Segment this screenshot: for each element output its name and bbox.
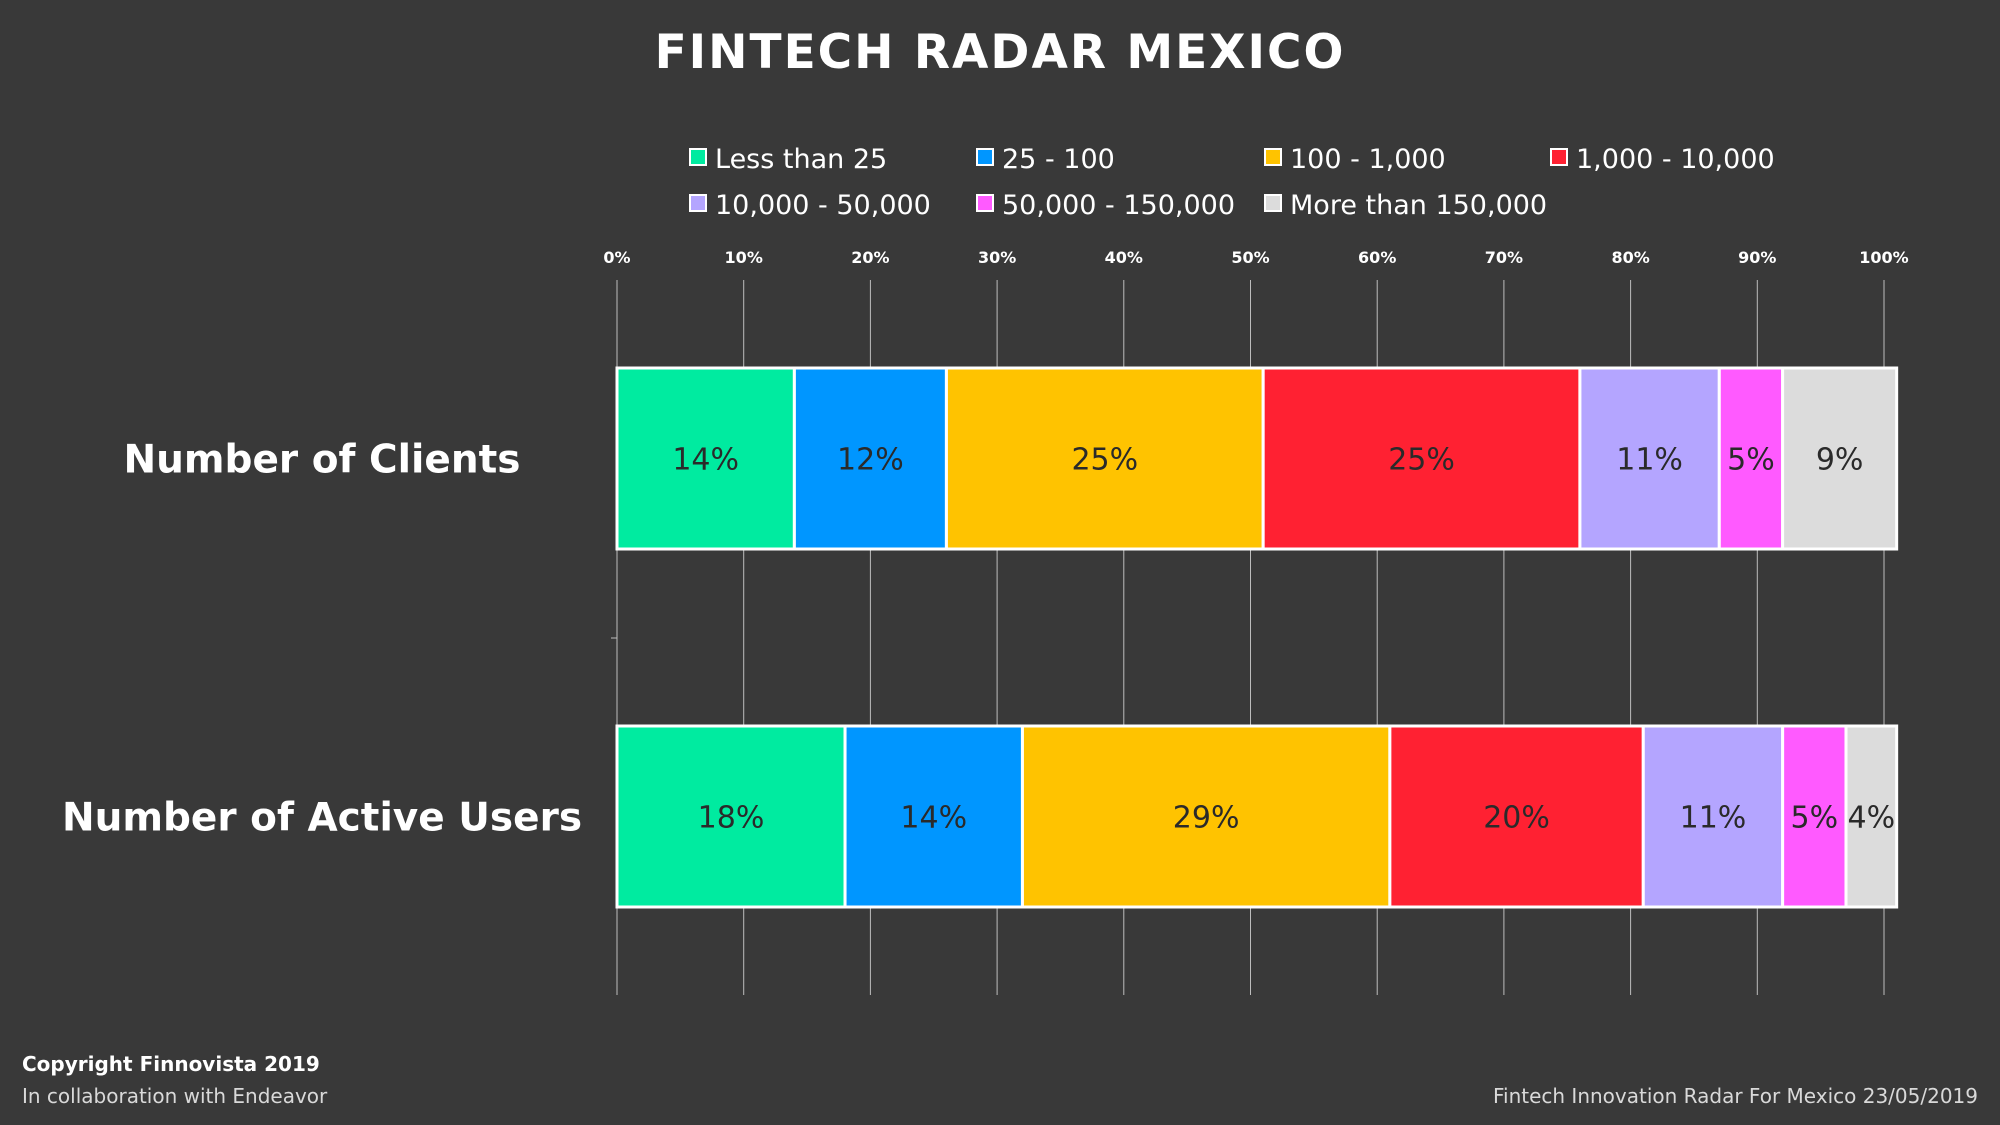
x-tick-label: 20% (851, 248, 889, 267)
bar-segment (1578, 366, 1721, 551)
bar-segment (615, 366, 796, 551)
legend-label: 1,000 - 10,000 (1576, 144, 1775, 175)
x-tick-label: 40% (1105, 248, 1143, 267)
bar-segment (1641, 724, 1785, 909)
bar-value-label: 25% (1388, 443, 1455, 478)
copyright-text: Copyright Finnovista 2019 (22, 1052, 320, 1076)
page-title: FINTECH RADAR MEXICO (655, 25, 1346, 80)
category-label: Number of Active Users (62, 796, 582, 841)
x-tick-label: 70% (1485, 248, 1523, 267)
collaboration-text: In collaboration with Endeavor (22, 1084, 328, 1108)
x-tick-label: 90% (1738, 248, 1776, 267)
legend-label: 10,000 - 50,000 (715, 190, 931, 221)
legend-swatch (1264, 148, 1282, 166)
legend-swatch (1264, 194, 1282, 212)
x-axis: 0% 10% 20% 30% 40% 50% 60% 70% 80% 90% 100% (603, 248, 1908, 267)
category-label: Number of Clients (124, 438, 521, 483)
stacked-bars: 14% 12% 25% 25% 11% 5% 9% 18% 14% 29% 20% 11% 5% 4% (615, 366, 1899, 909)
bar-segment (792, 366, 948, 551)
bar-value-label: 14% (900, 801, 967, 836)
legend-label: Less than 25 (715, 144, 887, 175)
bar-value-label: 4% (1848, 801, 1896, 836)
legend-label: 100 - 1,000 (1290, 144, 1446, 175)
bar-value-label: 12% (837, 443, 904, 478)
category-labels: Number of Clients Number of Active Users (62, 438, 582, 841)
legend-swatch (689, 148, 707, 166)
bar-value-label: 11% (1680, 801, 1747, 836)
legend-label: More than 150,000 (1290, 190, 1547, 221)
legend-swatch (1550, 148, 1568, 166)
legend: Less than 25 25 - 100 100 - 1,000 1,000 - 1… (689, 144, 1775, 221)
bar-value-label: 5% (1727, 443, 1775, 478)
bar-value-label: 20% (1483, 801, 1550, 836)
legend-swatch (689, 194, 707, 212)
legend-label: 25 - 100 (1002, 144, 1115, 175)
legend-label: 50,000 - 150,000 (1002, 190, 1235, 221)
x-tick-label: 80% (1611, 248, 1649, 267)
source-text: Fintech Innovation Radar For Mexico 23/0… (1493, 1084, 1978, 1108)
x-tick-label: 50% (1231, 248, 1269, 267)
x-tick-label: 100% (1859, 248, 1908, 267)
x-tick-label: 30% (978, 248, 1016, 267)
bar-segment (843, 724, 1024, 909)
bar-value-label: 25% (1071, 443, 1138, 478)
bar-value-label: 5% (1791, 801, 1839, 836)
legend-swatch (976, 194, 994, 212)
bar-segment (1261, 366, 1582, 551)
bar-value-label: 9% (1816, 443, 1864, 478)
bar-segment (1020, 724, 1392, 909)
bar-segment (1844, 724, 1899, 909)
bar-segment (944, 366, 1265, 551)
bar-segment (1717, 366, 1785, 551)
bar-segment (1781, 724, 1848, 909)
x-tick-label: 0% (603, 248, 630, 267)
bar-value-label: 11% (1616, 443, 1683, 478)
bar-segment (1388, 724, 1645, 909)
x-tick-label: 10% (725, 248, 763, 267)
bar-value-label: 18% (698, 801, 765, 836)
bar-value-label: 29% (1173, 801, 1240, 836)
legend-swatch (976, 148, 994, 166)
x-tick-label: 60% (1358, 248, 1396, 267)
bar-segment (1781, 366, 1899, 551)
bar-value-label: 14% (672, 443, 739, 478)
